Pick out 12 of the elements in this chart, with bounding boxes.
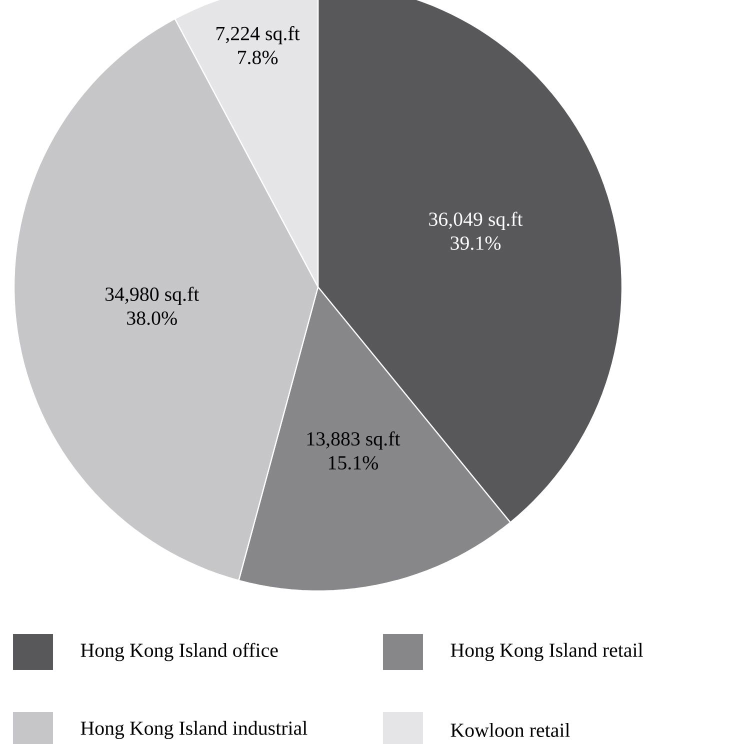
text: 15.1%: [328, 456, 378, 470]
legend-label: Kowloon retail: [450, 722, 570, 737]
legend-label: Hong Kong Island retail: [450, 642, 643, 662]
text: 7,224 sq.ft: [216, 26, 300, 44]
text: 7.8%: [238, 50, 278, 64]
text: 34,980 sq.ft: [106, 286, 200, 306]
text: 36,049 sq.ft: [429, 212, 523, 230]
text: 38.0%: [127, 311, 177, 325]
legend-label: Hong Kong Island office: [80, 642, 278, 662]
text: 13,883 sq.ft: [307, 431, 400, 450]
legend-label: Hong Kong Island industrial: [80, 720, 308, 740]
text: 39.1%: [450, 236, 501, 250]
